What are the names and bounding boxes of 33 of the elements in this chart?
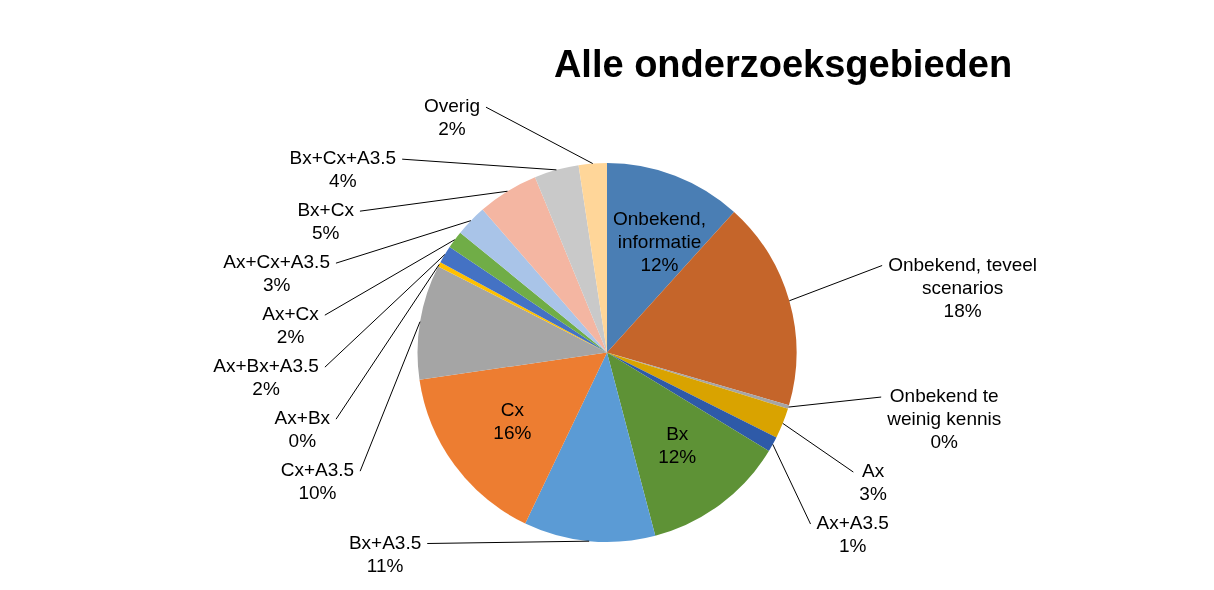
data-label: 18% bbox=[943, 299, 982, 321]
slice-label: Bx+A3.5 bbox=[348, 531, 422, 553]
data-label: 0% bbox=[930, 431, 959, 453]
data-label: 2% bbox=[252, 378, 280, 400]
slice-label: Ax bbox=[861, 460, 885, 482]
slice-label: Onbekend, informatie bbox=[613, 208, 706, 253]
data-label: 2% bbox=[276, 326, 305, 348]
data-label: 4% bbox=[329, 170, 357, 192]
slice-label: Ax+Bx bbox=[274, 407, 331, 429]
slice-label: Bx+Cx+A3.5 bbox=[289, 147, 397, 169]
data-label: 3% bbox=[262, 274, 291, 296]
data-label: 5% bbox=[311, 222, 340, 244]
slice-label: Bx bbox=[666, 423, 689, 445]
slice-label: Onbekend te weinig kennis bbox=[886, 385, 1002, 430]
slice-label: Onbekend, teveel scenarios bbox=[888, 253, 1038, 298]
slice-label: Cx bbox=[500, 398, 525, 420]
slice-label: Overig bbox=[424, 95, 480, 117]
data-label: 16% bbox=[493, 421, 532, 443]
data-label: 12% bbox=[658, 446, 697, 468]
slice-label: Cx+A3.5 bbox=[280, 459, 355, 481]
slice-label: Bx+Cx bbox=[297, 199, 355, 221]
slice-label: Ax+Cx+A3.5 bbox=[223, 251, 330, 273]
slice-label: Ax+A3.5 bbox=[816, 512, 889, 534]
data-label: 11% bbox=[366, 554, 404, 576]
chart-title: Alle onderzoeksgebieden bbox=[553, 43, 1013, 86]
data-label: 2% bbox=[438, 118, 466, 140]
data-label: 3% bbox=[859, 483, 887, 505]
data-label: 12% bbox=[640, 254, 679, 276]
slice-label: Ax+Cx bbox=[262, 303, 320, 325]
slice-label: Ax+Bx+A3.5 bbox=[213, 355, 319, 377]
data-label: 10% bbox=[298, 482, 337, 504]
data-label: 1% bbox=[838, 535, 867, 557]
data-label: 0% bbox=[288, 430, 317, 452]
